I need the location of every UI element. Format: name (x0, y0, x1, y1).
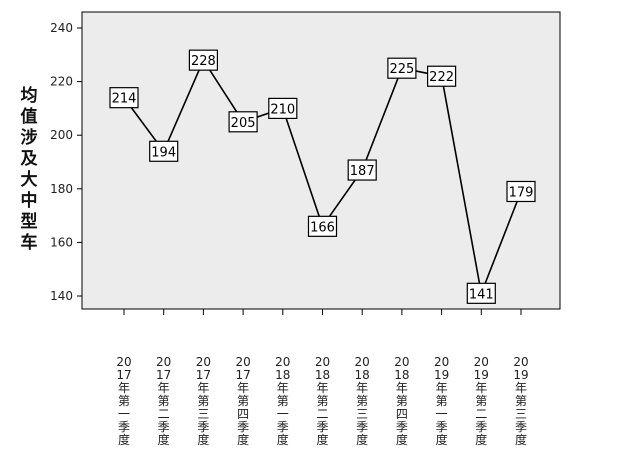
y-axis-title-char: 大 (20, 170, 38, 190)
data-label-box (109, 87, 139, 109)
data-label: 166 (310, 220, 335, 235)
y-axis-title-char: 型 (20, 212, 38, 232)
y-axis-title-char: 及 (20, 149, 38, 169)
y-tick-label: 160 (50, 235, 73, 249)
data-label-box (506, 180, 536, 203)
x-tick-label: 2018年第二季度 (314, 355, 331, 447)
data-label: 179 (509, 185, 534, 200)
data-label-box (427, 65, 457, 87)
y-axis-title-char: 均 (20, 86, 38, 106)
x-tick-label: 2017年第四季度 (235, 355, 251, 447)
data-label: 194 (151, 145, 176, 160)
x-tick-label: 2018年第一季度 (275, 355, 291, 447)
y-tick-label: 140 (50, 289, 73, 303)
y-tick-label: 200 (50, 128, 73, 142)
y-axis-title-char: 涉 (20, 128, 38, 148)
data-label: 187 (350, 164, 375, 179)
data-label-box (149, 140, 179, 162)
x-tick-label: 2018年第三季度 (354, 355, 370, 447)
y-tick-label: 180 (50, 182, 73, 196)
x-tick-label: 2017年第二季度 (156, 355, 172, 447)
data-label: 205 (231, 116, 256, 131)
data-label-box (347, 159, 377, 181)
y-axis-title-char: 中 (20, 191, 38, 211)
data-label-box (228, 111, 258, 133)
y-axis-title-char: 值 (20, 107, 38, 127)
y-tick-label: 220 (50, 75, 73, 89)
x-tick-label: 2019年第一季度 (433, 355, 450, 447)
data-label-box (307, 215, 338, 237)
data-label: 228 (191, 54, 216, 69)
x-tick-label: 2018年第四季度 (394, 355, 410, 447)
data-label: 141 (469, 287, 494, 302)
x-tick-label: 2017年第一季度 (116, 355, 132, 447)
data-label-box (268, 97, 298, 120)
y-tick-label: 240 (50, 21, 73, 35)
data-label: 225 (389, 62, 414, 77)
data-label-box (466, 282, 496, 304)
data-label: 222 (429, 70, 454, 85)
x-tick-label: 2017年第三季度 (195, 355, 212, 447)
x-tick-label: 2019年第二季度 (473, 355, 489, 447)
data-label: 214 (112, 92, 137, 107)
data-label-box (188, 49, 218, 71)
x-tick-label: 2019年第三季度 (513, 355, 529, 447)
data-label-box (387, 57, 417, 79)
y-axis-title: 均值涉及大中型车 (14, 86, 44, 254)
data-label: 210 (270, 102, 295, 117)
y-axis-title-char: 车 (20, 233, 38, 253)
